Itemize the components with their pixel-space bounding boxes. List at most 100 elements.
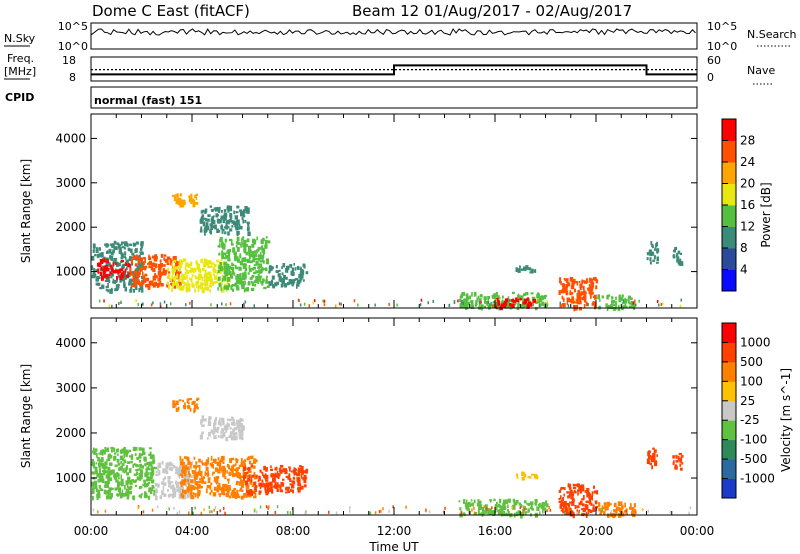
data-cell (200, 421, 203, 425)
data-cell (253, 458, 256, 462)
data-cell (655, 261, 659, 264)
colorbar-tick-label: -1000 (740, 472, 775, 486)
data-cell (242, 479, 246, 483)
data-cell (204, 225, 208, 231)
data-cell (252, 256, 256, 261)
nave-tick-bottom: 0 (707, 71, 714, 84)
data-cell (496, 299, 500, 303)
data-cell (207, 214, 211, 217)
data-cell (243, 209, 246, 214)
data-cell (184, 402, 186, 408)
data-cell (133, 282, 136, 286)
data-cell (501, 301, 505, 305)
data-cell (97, 277, 99, 282)
data-cell (239, 429, 243, 433)
data-cell (91, 458, 94, 461)
data-cell (188, 195, 192, 198)
data-cell (196, 265, 200, 271)
data-cell (679, 258, 682, 264)
data-cell (237, 242, 241, 245)
data-cell (184, 494, 187, 500)
colorbar-tick-label: 28 (740, 134, 755, 148)
data-cell (247, 231, 251, 237)
data-cell (679, 262, 682, 266)
data-cell (268, 505, 270, 509)
data-cell (220, 434, 224, 439)
data-cell (270, 279, 274, 285)
data-cell (388, 509, 390, 513)
data-cell (226, 265, 228, 268)
data-cell (499, 508, 502, 513)
data-cell (217, 435, 220, 438)
data-cell (576, 483, 580, 488)
data-cell (283, 284, 288, 287)
data-cell (187, 406, 191, 409)
data-cell (183, 472, 187, 477)
data-cell (165, 269, 168, 272)
data-cell (104, 485, 108, 488)
data-cell (210, 230, 212, 235)
data-cell (238, 266, 242, 271)
data-cell (218, 206, 221, 211)
data-cell (142, 302, 144, 306)
data-cell (142, 271, 144, 277)
data-cell (654, 247, 656, 251)
data-cell (221, 278, 224, 283)
data-cell (265, 505, 268, 509)
data-cell (130, 282, 133, 286)
data-cell (209, 289, 211, 293)
data-cell (196, 465, 199, 468)
data-cell (246, 226, 250, 232)
data-cell (233, 249, 235, 253)
data-cell (113, 473, 116, 478)
data-cell (143, 256, 146, 260)
data-cell (204, 269, 207, 273)
data-cell (234, 435, 238, 441)
data-cell (245, 475, 249, 478)
data-cell (216, 277, 219, 282)
data-cell (231, 457, 235, 461)
data-cell (469, 295, 471, 300)
data-cell (533, 270, 536, 273)
data-cell (138, 281, 141, 285)
data-cell (175, 483, 180, 488)
data-cell (536, 298, 539, 302)
data-cell (419, 303, 422, 307)
data-cell (225, 288, 228, 292)
colorbar-tick-label: 100 (740, 374, 763, 388)
data-cell (175, 200, 179, 205)
data-cell (502, 295, 504, 299)
data-cell (558, 281, 562, 284)
data-cell (126, 266, 128, 270)
data-cell (651, 465, 653, 470)
data-cell (583, 296, 587, 301)
data-cell (139, 282, 143, 287)
data-cell (97, 262, 101, 266)
data-cell (218, 265, 222, 270)
data-cell (99, 252, 103, 257)
data-cell (628, 302, 631, 305)
data-cell (194, 475, 197, 479)
data-cell (106, 261, 110, 267)
data-cell (190, 479, 194, 484)
data-cell (103, 299, 105, 303)
colorbar-segment (722, 323, 736, 343)
data-cell (202, 282, 205, 286)
data-cell (509, 299, 511, 303)
data-cell (110, 493, 113, 498)
data-cell (125, 454, 128, 458)
data-cell (141, 279, 145, 282)
data-cell (113, 240, 117, 245)
data-cell (148, 467, 151, 471)
nsky-tick-top: 10^5 (58, 20, 88, 33)
data-cell (680, 467, 683, 471)
data-cell (96, 495, 99, 500)
data-cell (522, 511, 524, 515)
data-cell (198, 269, 201, 273)
data-cell (269, 481, 273, 485)
data-cell (255, 510, 258, 514)
data-cell (268, 281, 272, 286)
data-cell (613, 303, 615, 306)
data-cell (205, 218, 208, 222)
data-cell (181, 462, 185, 465)
